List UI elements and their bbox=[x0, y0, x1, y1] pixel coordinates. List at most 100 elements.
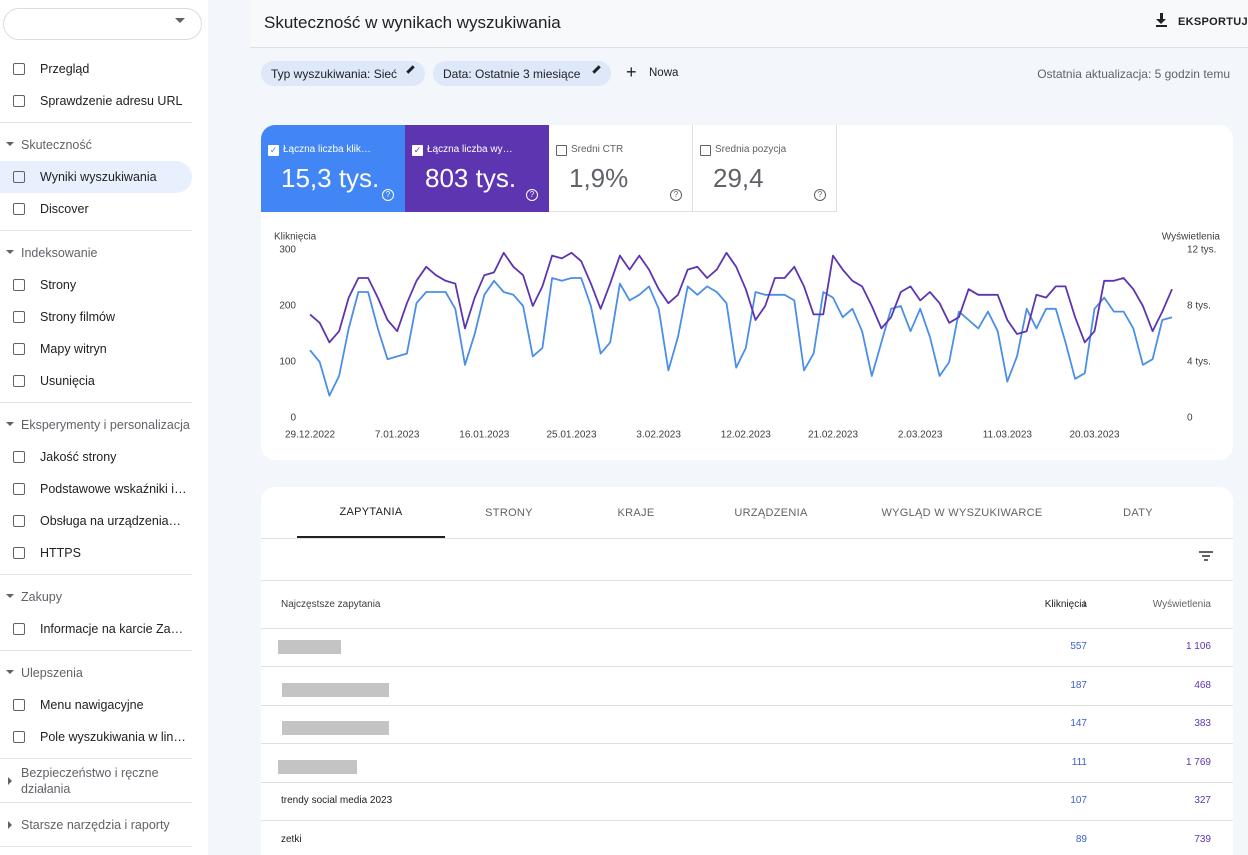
redacted-query bbox=[278, 759, 357, 774]
nav-item[interactable]: Jakość strony bbox=[0, 441, 192, 473]
nav-icon bbox=[13, 515, 25, 527]
y2-tick-label: 12 tys. bbox=[1187, 245, 1216, 256]
metric-value: 15,3 tys. bbox=[281, 163, 380, 193]
query: zetki bbox=[281, 833, 302, 845]
nav-item[interactable]: HTTPS bbox=[0, 537, 192, 569]
y-tick-label: 200 bbox=[279, 301, 296, 312]
nav-icon bbox=[13, 451, 25, 463]
header: Skuteczność w wynikach wyszukiwania EKSP… bbox=[250, 0, 1248, 48]
nav-item[interactable]: Wyniki wyszukiwania bbox=[0, 161, 192, 193]
separator bbox=[0, 846, 192, 847]
section-header[interactable]: Zakupy bbox=[0, 581, 192, 613]
table-row[interactable]: zetki 89 739 bbox=[261, 821, 1233, 855]
nav-label: Strony bbox=[40, 278, 77, 292]
nav-icon bbox=[13, 63, 25, 75]
nav-label: Wyniki wyszukiwania bbox=[40, 170, 157, 184]
filter-chip[interactable]: Typ wyszukiwania: Sieć bbox=[261, 61, 425, 86]
checkbox bbox=[556, 145, 567, 156]
clicks: 111 bbox=[1071, 756, 1087, 768]
nav-item[interactable]: Discover bbox=[0, 193, 192, 225]
nav-item[interactable]: Obsługa na urządzenia… bbox=[0, 505, 192, 537]
table-row[interactable]: 111 1 769 bbox=[261, 744, 1233, 783]
new-filter[interactable]: Nowa bbox=[649, 67, 679, 79]
column-header[interactable]: Kliknięcia bbox=[1044, 599, 1087, 610]
nav-item[interactable]: Informacje na karcie Za… bbox=[0, 613, 192, 645]
table-row[interactable]: 187 468 bbox=[261, 667, 1233, 706]
nav-icon bbox=[13, 95, 25, 107]
x-tick-label: 2.03.2023 bbox=[898, 430, 943, 441]
nav-icon bbox=[13, 343, 25, 355]
column-header[interactable]: Wyświetlenia bbox=[1152, 599, 1211, 610]
tab[interactable]: KRAJE bbox=[617, 506, 655, 519]
nav-item[interactable]: Sprawdzenie adresu URL bbox=[0, 85, 192, 117]
metric-tile[interactable]: Średni CTR 1,9%? bbox=[549, 125, 693, 212]
nav-item[interactable]: Menu nawigacyjne bbox=[0, 689, 192, 721]
x-tick-label: 11.03.2023 bbox=[983, 430, 1033, 441]
tabs: ZAPYTANIA STRONY KRAJE URZĄDZENIA WYGLĄD W W… bbox=[261, 487, 1233, 539]
metric-tile[interactable]: ✓ Łączna liczba klik… 15,3 tys.? bbox=[261, 125, 405, 212]
clicks: 557 bbox=[1070, 641, 1087, 652]
tab[interactable]: STRONY bbox=[485, 506, 533, 519]
nav-icon bbox=[13, 203, 25, 215]
table-row[interactable]: 147 383 bbox=[261, 705, 1233, 744]
nav-item[interactable]: Strony filmów bbox=[0, 301, 192, 333]
separator bbox=[0, 802, 192, 803]
nav-icon bbox=[13, 279, 25, 291]
filter-icon[interactable] bbox=[1199, 551, 1213, 561]
x-tick-label: 16.01.2023 bbox=[459, 430, 509, 441]
nav-label: Jakość strony bbox=[40, 450, 117, 464]
metric-value: 29,4 bbox=[713, 163, 764, 193]
table-row[interactable]: 557 1 106 bbox=[261, 628, 1233, 667]
clicks: 107 bbox=[1070, 795, 1087, 806]
nav: Przegląd Sprawdzenie adresu URL Skutecznoś… bbox=[0, 53, 192, 853]
tab[interactable]: ZAPYTANIA bbox=[297, 487, 445, 538]
property-selector[interactable] bbox=[3, 8, 202, 40]
nav-label: Menu nawigacyjne bbox=[40, 698, 144, 712]
tab[interactable]: DATY bbox=[1123, 506, 1153, 519]
filter-chip[interactable]: Data: Ostatnie 3 miesiące bbox=[433, 61, 611, 86]
impressions: 739 bbox=[1194, 833, 1211, 845]
checkbox: ✓ bbox=[268, 145, 279, 156]
metric-tile[interactable]: Średnia pozycja 29,4? bbox=[693, 125, 837, 212]
series-line bbox=[309, 251, 1173, 344]
nav-item[interactable]: Przegląd bbox=[0, 53, 192, 85]
nav-label: HTTPS bbox=[40, 546, 81, 560]
nav-label: Podstawowe wskaźniki i… bbox=[40, 482, 187, 496]
export-icon bbox=[1156, 13, 1168, 27]
x-tick-label: 29.12.2022 bbox=[285, 430, 335, 441]
tab[interactable]: WYGLĄD W WYSZUKIWARCE bbox=[881, 506, 1043, 519]
section-header[interactable]: Bezpieczeństwo i ręczne działania bbox=[0, 765, 192, 797]
separator bbox=[0, 402, 192, 403]
table-row[interactable]: trendy social media 2023 107 327 bbox=[261, 782, 1233, 821]
tab[interactable]: URZĄDZENIA bbox=[734, 506, 808, 519]
x-tick-label: 3.02.2023 bbox=[636, 430, 681, 441]
x-tick-label: 20.03.2023 bbox=[1069, 430, 1119, 441]
redacted-query bbox=[282, 682, 389, 697]
nav-label: Usunięcia bbox=[40, 374, 95, 388]
nav-item[interactable]: Podstawowe wskaźniki i… bbox=[0, 473, 192, 505]
column-header: Najczęstsze zapytania bbox=[281, 599, 381, 610]
section-header[interactable]: Indeksowanie bbox=[0, 237, 192, 269]
y2-tick-label: 4 tys. bbox=[1187, 357, 1211, 368]
nav-icon bbox=[13, 311, 25, 323]
chart-card: ✓ Łączna liczba klik… 15,3 tys.? ✓ Łączna li… bbox=[261, 125, 1233, 460]
y-tick-label: 100 bbox=[279, 357, 296, 368]
x-tick-label: 7.01.2023 bbox=[375, 430, 420, 441]
metric-label: Średni CTR bbox=[571, 144, 624, 155]
nav-item[interactable]: Usunięcia bbox=[0, 365, 192, 397]
chip-text: Typ wyszukiwania: Sieć bbox=[271, 66, 398, 81]
nav-item[interactable]: Pole wyszukiwania w lin… bbox=[0, 721, 192, 753]
export-button[interactable]: EKSPORTUJ bbox=[1178, 16, 1248, 28]
chart: Kliknięcia Wyświetlenia 0 100 200 300 0 4 tys. 8… bbox=[274, 232, 1220, 441]
nav-item[interactable]: Strony bbox=[0, 269, 192, 301]
section-header[interactable]: Skuteczność bbox=[0, 129, 192, 161]
section-header[interactable]: Eksperymenty i personalizacja bbox=[0, 409, 192, 441]
section-header[interactable]: Ulepszenia bbox=[0, 657, 192, 689]
metric-label: Średnia pozycja bbox=[715, 144, 787, 155]
nav-label: Mapy witryn bbox=[40, 342, 107, 356]
y2-tick-label: 8 tys. bbox=[1187, 301, 1211, 312]
nav-item[interactable]: Mapy witryn bbox=[0, 333, 192, 365]
metric-tile[interactable]: ✓ Łączna liczba wy… 803 tys.? bbox=[405, 125, 549, 212]
section-header[interactable]: Starsze narzędzia i raporty bbox=[0, 809, 192, 841]
